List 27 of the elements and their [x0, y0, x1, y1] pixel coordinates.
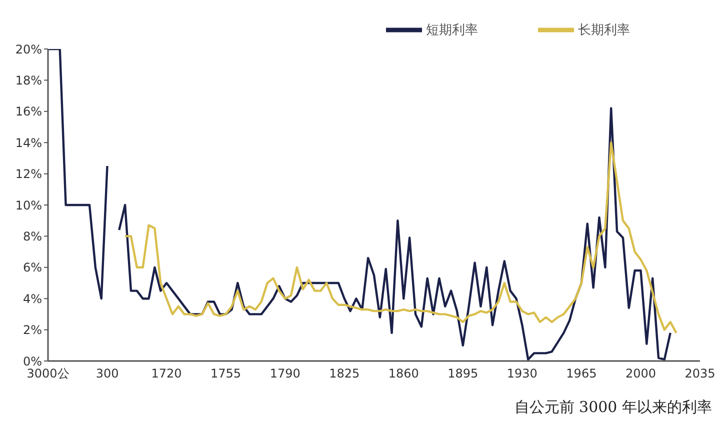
- x-tick-label: 2035: [684, 366, 716, 381]
- y-tick-label: 14%: [15, 136, 42, 150]
- y-tick-label: 10%: [15, 198, 42, 212]
- x-tick-label: 1790: [270, 366, 300, 381]
- x-tick-label: 2000: [625, 366, 656, 381]
- y-tick-label: 8%: [22, 229, 42, 244]
- x-tick-label: 3000公: [26, 366, 70, 381]
- x-tick-label: 1965: [566, 366, 597, 381]
- y-tick-label: 20%: [15, 42, 42, 56]
- line-series: [124, 142, 678, 334]
- x-tick-label: 1825: [329, 366, 360, 381]
- x-tick-label: 1860: [388, 366, 419, 381]
- x-tick-label: 1755: [210, 366, 242, 381]
- x-tick-label: 300: [96, 366, 119, 381]
- y-tick-label: 6%: [22, 260, 42, 275]
- text: 自公元前 3000 年以来的利率: [514, 398, 712, 417]
- legend-label: 短期利率: [426, 22, 478, 38]
- y-tick-label: 12%: [15, 167, 42, 182]
- y-tick-label: 16%: [15, 104, 42, 119]
- y-tick-label: 2%: [22, 323, 42, 338]
- x-tick-label: 1720: [151, 366, 182, 381]
- x-tick-label: 1930: [506, 366, 538, 381]
- legend-label: 长期利率: [578, 22, 630, 38]
- y-tick-label: 18%: [15, 73, 42, 88]
- x-tick-label: 1895: [448, 366, 478, 381]
- y-tick-label: 0%: [22, 354, 42, 368]
- y-tick-label: 4%: [22, 292, 42, 306]
